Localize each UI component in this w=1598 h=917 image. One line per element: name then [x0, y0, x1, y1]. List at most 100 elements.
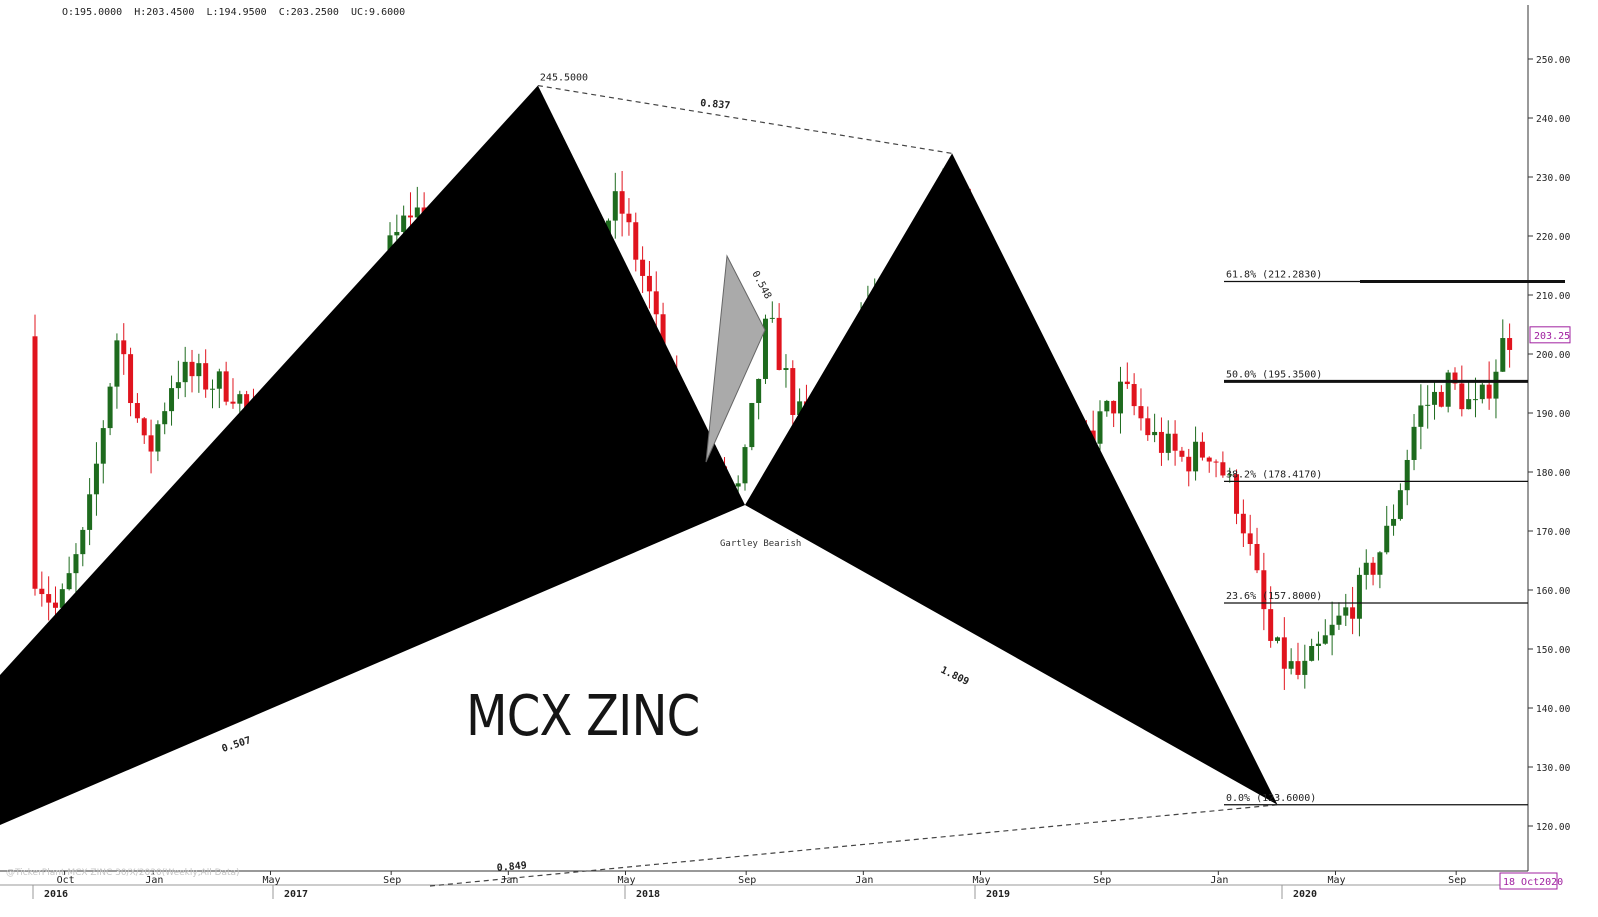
candle-up — [155, 424, 161, 452]
candle-up — [1418, 405, 1424, 427]
candle-up — [749, 402, 755, 448]
bcd-triangle — [745, 153, 1278, 805]
candle-down — [646, 275, 652, 292]
xd-ratio-label: 0.849 — [496, 860, 527, 874]
candle-down — [134, 403, 140, 419]
candle-up — [605, 220, 611, 236]
candle-up — [1322, 635, 1328, 644]
candle-up — [783, 368, 789, 370]
xab-triangle — [0, 85, 745, 825]
candle-up — [237, 394, 243, 404]
candle-up — [175, 382, 181, 389]
fib-label: 0.0% (123.6000) — [1226, 793, 1316, 804]
candle-down — [660, 314, 666, 363]
candle-down — [626, 213, 632, 223]
candle-up — [401, 215, 407, 232]
fib-label: 23.6% (157.8000) — [1226, 591, 1322, 602]
candle-down — [1486, 384, 1492, 399]
candle-down — [1281, 637, 1287, 669]
candle-up — [93, 463, 99, 495]
x-month-label: May — [972, 875, 990, 886]
candle-down — [790, 368, 796, 415]
candle-up — [114, 340, 120, 387]
x-month-label: Sep — [738, 875, 756, 886]
ac-ratio-label: 0.837 — [700, 98, 731, 112]
candle-down — [1111, 400, 1117, 414]
ohlc-readout: O:195.0000 H:203.4500 L:194.9500 C:203.2… — [62, 7, 406, 18]
gartley-label: Gartley Bearish — [720, 539, 801, 549]
y-tick-label: 190.00 — [1536, 409, 1571, 420]
candle-down — [1179, 450, 1185, 457]
date-badge — [1499, 872, 1558, 890]
x-year-label: 2019 — [986, 889, 1010, 900]
candle-down — [1138, 406, 1144, 419]
y-tick-label: 220.00 — [1536, 232, 1571, 243]
candle-down — [244, 394, 250, 410]
candle-up — [735, 483, 741, 487]
x-month-label: Sep — [383, 875, 401, 886]
candle-down — [52, 602, 58, 608]
x-month-label: Jan — [500, 875, 518, 886]
candle-down — [1131, 384, 1137, 407]
candle-down — [1247, 533, 1253, 544]
y-tick-label: 120.00 — [1536, 822, 1571, 833]
candle-down — [1186, 456, 1192, 472]
candle-down — [1172, 433, 1178, 451]
x-year-label: 2020 — [1293, 889, 1317, 900]
y-tick-label: 240.00 — [1536, 114, 1571, 125]
last-price-text: 203.25 — [1534, 331, 1570, 342]
candle-up — [1479, 384, 1485, 400]
candle-up — [762, 318, 768, 379]
last-price-badge — [1529, 326, 1571, 344]
candle-down — [1124, 381, 1130, 385]
candle-down — [1507, 338, 1513, 350]
x-month-label: Jan — [1210, 875, 1228, 886]
y-tick-label: 230.00 — [1536, 173, 1571, 184]
candle-up — [1466, 399, 1472, 410]
candle-up — [196, 363, 202, 377]
candle-up — [1309, 645, 1315, 661]
candle-down — [407, 215, 413, 218]
candle-down — [1213, 461, 1219, 463]
candle-down — [1206, 457, 1212, 462]
x-month-label: Sep — [1093, 875, 1111, 886]
candle-up — [73, 554, 79, 574]
ac-dashed-line — [537, 84, 953, 154]
instrument-title: MCX ZINC — [466, 684, 700, 749]
candle-up — [59, 589, 65, 608]
candle-down — [653, 291, 659, 315]
watermark-text: @TickerPlant MCX ZINC 30/X/2020(Weekly,A… — [6, 868, 240, 878]
candle-up — [1445, 372, 1451, 407]
candle-up — [1500, 338, 1506, 372]
candle-down — [1268, 609, 1274, 641]
candle-down — [1452, 372, 1458, 384]
candle-down — [203, 363, 209, 390]
candle-up — [1377, 552, 1383, 575]
date-badge-text: 18 Oct2020 — [1503, 877, 1563, 888]
candle-up — [1165, 433, 1171, 453]
candle-down — [1261, 570, 1267, 610]
candle-down — [776, 317, 782, 370]
bd-ratio-label: 1.809 — [939, 665, 971, 688]
candle-up — [210, 388, 215, 390]
x-month-label: Jan — [145, 875, 163, 886]
candle-up — [87, 494, 93, 530]
candle-down — [1459, 383, 1465, 410]
candle-down — [230, 401, 236, 404]
fib-label: 50.0% (195.3500) — [1226, 369, 1322, 380]
candle-up — [1152, 431, 1158, 436]
candle-down — [189, 361, 195, 377]
candle-up — [1336, 615, 1342, 625]
candle-down — [1240, 513, 1246, 534]
candle-up — [169, 388, 175, 412]
candle-up — [1275, 637, 1280, 641]
candle-up — [414, 207, 420, 218]
candle-down — [223, 371, 229, 402]
candle-up — [107, 386, 113, 429]
candle-down — [1254, 543, 1260, 571]
candle-down — [121, 340, 127, 355]
chart-frame — [0, 5, 1529, 886]
candle-down — [1370, 562, 1376, 575]
fib-label: 38.2% (178.4170) — [1226, 469, 1322, 480]
minor-ratio-label: 0.548 — [749, 269, 773, 301]
